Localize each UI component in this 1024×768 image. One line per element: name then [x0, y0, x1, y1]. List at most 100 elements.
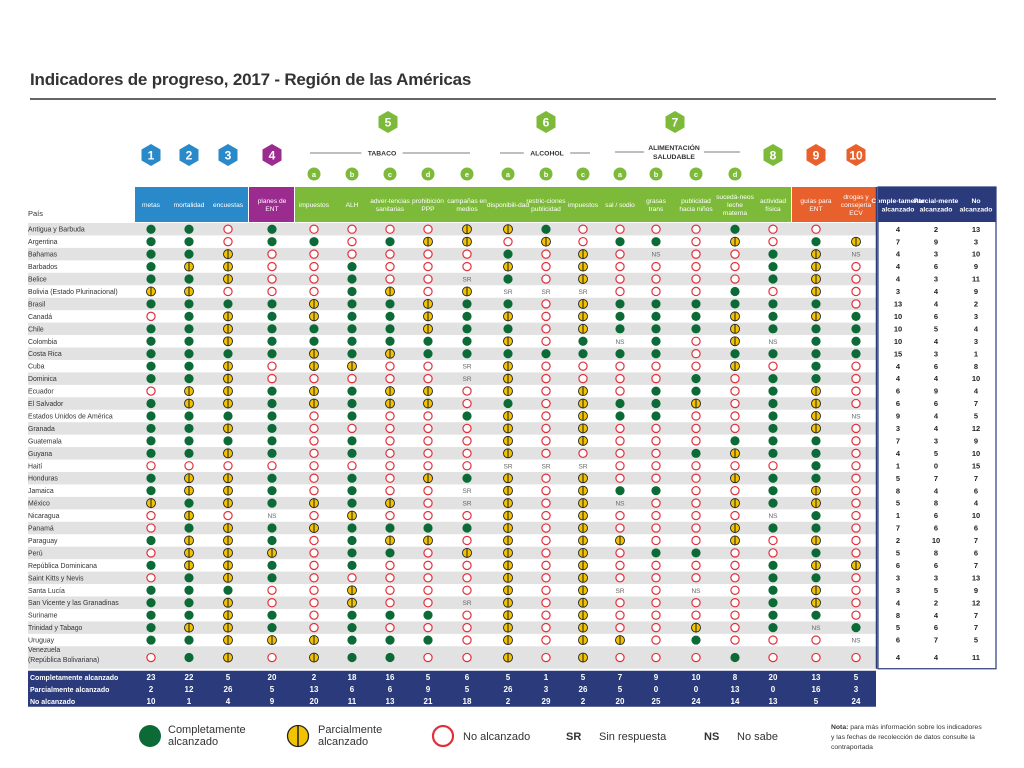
- badge-3-icon: [218, 144, 238, 166]
- no-sabe-mark: NS: [811, 625, 821, 632]
- not-achieved-icon: [423, 498, 433, 508]
- summary-value: 4: [934, 337, 939, 346]
- fully-achieved-icon: [309, 237, 319, 247]
- summary-value: 3: [974, 237, 978, 246]
- fully-achieved-icon: [146, 361, 156, 371]
- fully-achieved-icon: [267, 486, 277, 496]
- summary-value: 10: [972, 511, 980, 520]
- not-achieved-icon: [851, 461, 861, 471]
- totals-value: 25: [652, 697, 661, 706]
- fully-achieved-icon: [184, 598, 194, 608]
- totals-value: 2: [506, 697, 511, 706]
- not-achieved-icon: [615, 224, 625, 234]
- column-header-15: materna: [723, 210, 748, 217]
- no-sabe-mark: NS: [851, 638, 861, 645]
- not-achieved-icon: [851, 610, 861, 620]
- not-achieved-icon: [423, 436, 433, 446]
- summary-value: 3: [934, 349, 938, 358]
- not-achieved-icon: [811, 652, 821, 663]
- fully-achieved-icon: [184, 224, 194, 234]
- summary-value: 6: [934, 399, 938, 408]
- table-row-bg: [28, 223, 876, 236]
- not-achieved-icon: [851, 473, 861, 483]
- column-header-18: consejería: [841, 202, 872, 209]
- not-achieved-icon: [651, 560, 661, 571]
- table-row-bg: [28, 546, 876, 560]
- not-achieved-icon: [309, 560, 319, 571]
- totals-value: 5: [226, 673, 231, 682]
- not-achieved-icon: [309, 573, 319, 583]
- totals-value: 10: [692, 673, 701, 682]
- fully-achieved-icon: [385, 324, 395, 334]
- fully-achieved-icon: [768, 436, 778, 446]
- column-header-4: impuestos: [299, 202, 330, 209]
- summary-value: 3: [934, 250, 938, 259]
- not-achieved-icon: [691, 652, 701, 663]
- summary-value: 4: [896, 598, 901, 607]
- badge-2-icon: [179, 144, 199, 166]
- fully-achieved-icon: [651, 237, 661, 247]
- not-achieved-icon: [347, 373, 357, 384]
- badge-number-2: 2: [186, 149, 193, 163]
- fully-achieved-icon: [615, 324, 625, 334]
- not-achieved-icon: [768, 535, 778, 546]
- summary-value: 5: [896, 549, 900, 558]
- totals-value: 2: [149, 685, 154, 694]
- not-achieved-icon: [423, 573, 433, 583]
- column-header-10: restric-ciones: [526, 198, 566, 205]
- summary-value: 4: [974, 387, 979, 396]
- not-achieved-icon: [851, 510, 861, 521]
- summary-value: 7: [974, 399, 978, 408]
- totals-label: No alcanzado: [30, 699, 75, 706]
- not-achieved-icon: [146, 573, 156, 583]
- fully-achieved-icon: [347, 448, 357, 458]
- fully-achieved-icon: [385, 610, 395, 620]
- summary-value: 9: [974, 586, 978, 595]
- fully-achieved-icon: [347, 652, 357, 663]
- sub-letter-d: d: [733, 170, 738, 179]
- legend-full-icon: [139, 725, 161, 747]
- fully-achieved-icon: [347, 523, 357, 533]
- not-achieved-icon: [223, 224, 233, 234]
- fully-achieved-icon: [503, 274, 513, 284]
- fully-achieved-icon: [146, 336, 156, 346]
- not-achieved-icon: [385, 249, 395, 259]
- totals-value: 13: [386, 697, 395, 706]
- not-achieved-icon: [541, 473, 551, 483]
- not-achieved-icon: [615, 386, 625, 396]
- not-achieved-icon: [385, 448, 395, 459]
- sub-letter-a-icon: [307, 167, 321, 181]
- not-achieved-icon: [385, 560, 395, 571]
- summary-value: 3: [896, 287, 900, 296]
- not-achieved-icon: [615, 523, 625, 533]
- not-achieved-icon: [651, 535, 661, 546]
- column-header-7: PPP: [421, 206, 435, 213]
- not-achieved-icon: [541, 635, 551, 645]
- not-achieved-icon: [651, 585, 661, 595]
- page-title: Indicadores de progreso, 2017 - Región d…: [30, 70, 472, 89]
- not-achieved-icon: [146, 461, 156, 471]
- not-achieved-icon: [462, 398, 472, 409]
- fully-achieved-icon: [768, 423, 778, 434]
- summary-value: 4: [896, 275, 901, 284]
- country-name: Cuba: [28, 364, 45, 371]
- totals-value: 22: [185, 673, 194, 682]
- fully-achieved-icon: [730, 224, 740, 234]
- country-name: Santa Lucía: [28, 588, 65, 595]
- country-name: Dominica: [28, 376, 57, 383]
- table-row-bg: [28, 496, 876, 510]
- fully-achieved-icon: [768, 498, 778, 508]
- totals-value: 21: [424, 697, 433, 706]
- fully-achieved-icon: [184, 411, 194, 421]
- fully-achieved-icon: [347, 548, 357, 558]
- column-header-3: planes de: [258, 198, 287, 205]
- not-achieved-icon: [385, 361, 395, 371]
- not-achieved-icon: [615, 622, 625, 633]
- fully-achieved-icon: [223, 349, 233, 359]
- badge-7-icon: [665, 111, 685, 133]
- badge-8-icon: [763, 144, 783, 166]
- not-achieved-icon: [615, 461, 625, 471]
- totals-value: 24: [692, 697, 701, 706]
- fully-achieved-icon: [615, 486, 625, 496]
- not-achieved-icon: [423, 249, 433, 259]
